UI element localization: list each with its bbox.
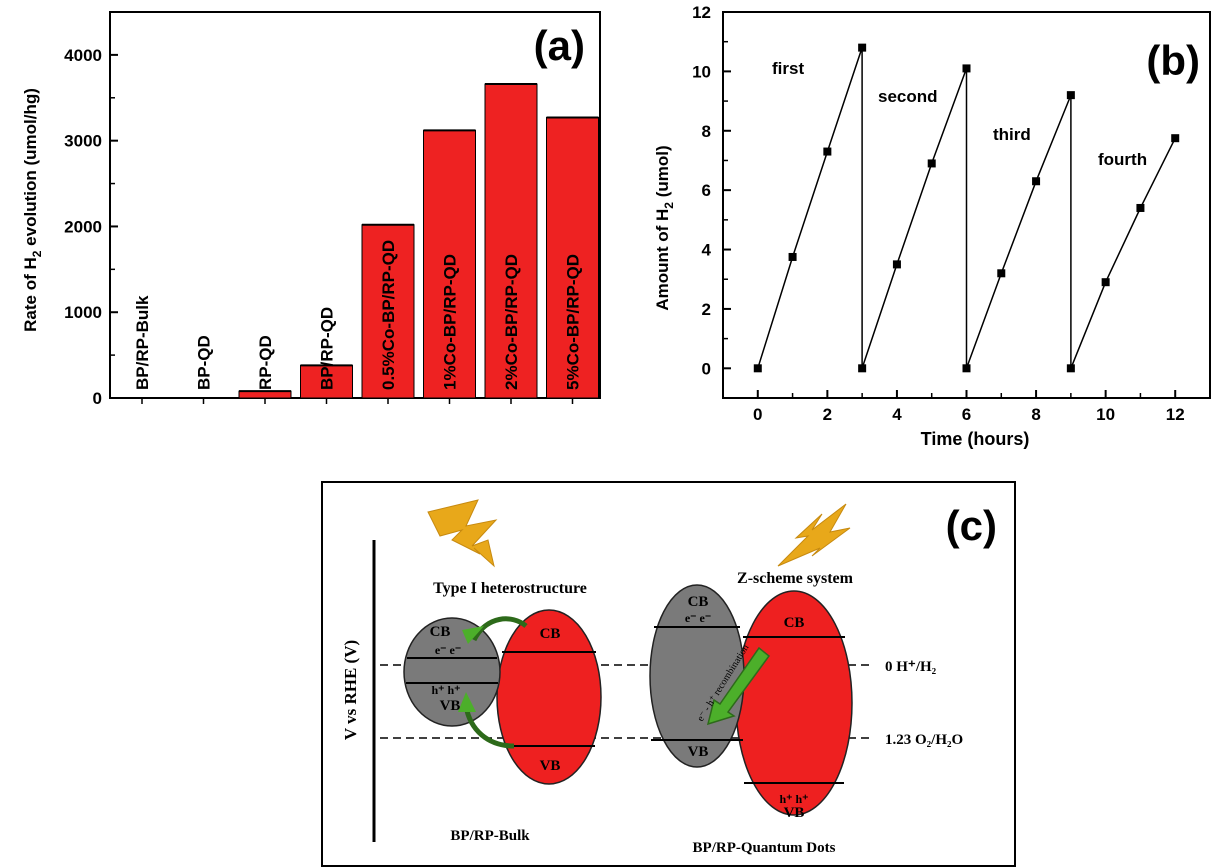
annotation-fourth: fourth [1098, 150, 1147, 169]
type-i-diagram: CB VB CB e⁻ e⁻ h⁺ h⁺ VB BP/RP-Bulk [403, 609, 602, 844]
y-tick-label: 10 [692, 62, 711, 81]
annotation-third: third [993, 125, 1031, 144]
y-tick-label: 0 [93, 389, 102, 408]
data-point [753, 364, 762, 373]
panel-a-y-ticks: 0 1000 2000 3000 4000 [64, 46, 118, 408]
bar-category-label: RP-QD [256, 335, 275, 390]
x-tick-label: 6 [962, 405, 971, 424]
lightning-icon [777, 503, 851, 567]
rp-vb-label: VB [540, 758, 561, 774]
data-point [788, 252, 797, 261]
y-tick-label: 2000 [64, 217, 102, 236]
data-point [927, 159, 936, 168]
rp-cb-label: CB [540, 626, 561, 642]
annotation-second: second [878, 87, 938, 106]
bar-category-label: BP-QD [195, 335, 214, 390]
panel-a-frame [109, 11, 601, 399]
data-point [997, 269, 1006, 278]
electron-transfer-arrow [471, 616, 528, 642]
bp-qd-electrons-label: e⁻ e⁻ [685, 611, 711, 625]
bar-category-label: 2%Co-BP/RP-QD [502, 254, 521, 390]
rp-band-ellipse [496, 609, 602, 785]
x-tick-label: 2 [823, 405, 832, 424]
panel-c-frame [321, 481, 1016, 867]
lightning-icon [427, 499, 498, 568]
bar [484, 83, 538, 399]
data-point [1032, 177, 1041, 186]
y-tick-label: 1000 [64, 303, 102, 322]
h2-level-label: 0 H⁺/H₂ [885, 659, 937, 675]
panel-a-bars: BP/RP-Bulk BP-QD RP-QD BP/RP-QD 0.5%Co-BP/RP… [133, 83, 599, 404]
annotation-first: first [772, 59, 804, 78]
data-point [962, 64, 971, 73]
y-tick-label: 6 [702, 181, 711, 200]
arrow-head-icon [458, 692, 476, 712]
bp-holes-label: h⁺ h⁺ [431, 683, 460, 697]
y-tick-label: 2 [702, 300, 711, 319]
bp-electrons-label: e⁻ e⁻ [435, 643, 461, 657]
x-tick-label: 10 [1096, 405, 1115, 424]
x-tick-label: 0 [753, 405, 762, 424]
bar-category-label: BP/RP-QD [318, 307, 337, 390]
rp-qd-cb-label: CB [784, 615, 805, 631]
data-point [1136, 203, 1145, 212]
data-point [1101, 278, 1110, 287]
bp-vb-label: VB [440, 698, 461, 714]
type-i-title: Type I heterostructure [433, 580, 587, 597]
data-point [823, 147, 832, 156]
panel-b: 0 2 4 6 8 10 12 0 2 4 6 8 10 12 (b) first second thir… [653, 3, 1211, 449]
y-tick-label: 0 [702, 359, 711, 378]
panel-c-label: (c) [946, 502, 997, 549]
data-point [1066, 364, 1075, 373]
energy-axis-label: V vs RHE (V) [341, 640, 360, 740]
data-point [858, 43, 867, 52]
panel-b-points [753, 43, 1180, 373]
rp-qd-vb-label: VB [784, 805, 805, 821]
panel-a-y-axis-label: Rate of H2 evolution (umol/hg) [21, 88, 44, 332]
y-tick-label: 8 [702, 122, 711, 141]
panel-c: (c) V vs RHE (V) Type I heterostructure … [321, 481, 1016, 867]
qd-caption: BP/RP-Quantum Dots [693, 840, 836, 856]
bp-qd-vb-label: VB [688, 744, 709, 760]
z-scheme-title: Z-scheme system [737, 570, 854, 587]
bp-qd-cb-label: CB [688, 594, 709, 610]
bar [238, 390, 292, 399]
panel-b-label: (b) [1146, 37, 1200, 84]
bar-category-label: BP/RP-Bulk [133, 295, 152, 390]
bulk-caption: BP/RP-Bulk [450, 828, 530, 844]
data-point [892, 260, 901, 269]
x-tick-label: 4 [892, 405, 902, 424]
hole-transfer-arrow [463, 705, 515, 749]
data-point [858, 364, 867, 373]
data-point [962, 364, 971, 373]
z-scheme-diagram: CB h⁺ h⁺ VB CB e⁻ e⁻ VB e⁻ - h⁺ recombin… [649, 584, 853, 856]
bar [361, 224, 415, 399]
panel-b-x-axis-label: Time (hours) [921, 429, 1030, 449]
panel-a-label: (a) [534, 22, 585, 69]
bar-category-label: 5%Co-BP/RP-QD [564, 254, 583, 390]
x-tick-label: 12 [1166, 405, 1185, 424]
y-tick-label: 3000 [64, 132, 102, 151]
arrow-head-icon [462, 626, 484, 644]
bar [300, 364, 353, 399]
recombination-arrow-icon [706, 646, 771, 726]
bar-category-label: 1%Co-BP/RP-QD [441, 254, 460, 390]
panel-b-ticks: 0 2 4 6 8 10 12 0 2 4 6 8 10 12 [692, 3, 1211, 424]
y-tick-label: 4 [702, 241, 712, 260]
panel-b-y-axis-label: Amount of H2 (umol) [653, 145, 676, 310]
y-tick-label: 4000 [64, 46, 102, 65]
o2-level-label: 1.23 O₂/H₂O [885, 732, 963, 748]
bp-band-ellipse [403, 617, 501, 727]
panel-b-series-line [757, 47, 1176, 369]
bp-cb-label: CB [430, 624, 451, 640]
bar-category-label: 0.5%Co-BP/RP-QD [379, 240, 398, 390]
rp-qd-holes-label: h⁺ h⁺ [779, 792, 808, 806]
data-point [1171, 134, 1180, 143]
x-tick-label: 8 [1031, 405, 1040, 424]
y-tick-label: 12 [692, 3, 711, 22]
data-point [1066, 91, 1075, 100]
